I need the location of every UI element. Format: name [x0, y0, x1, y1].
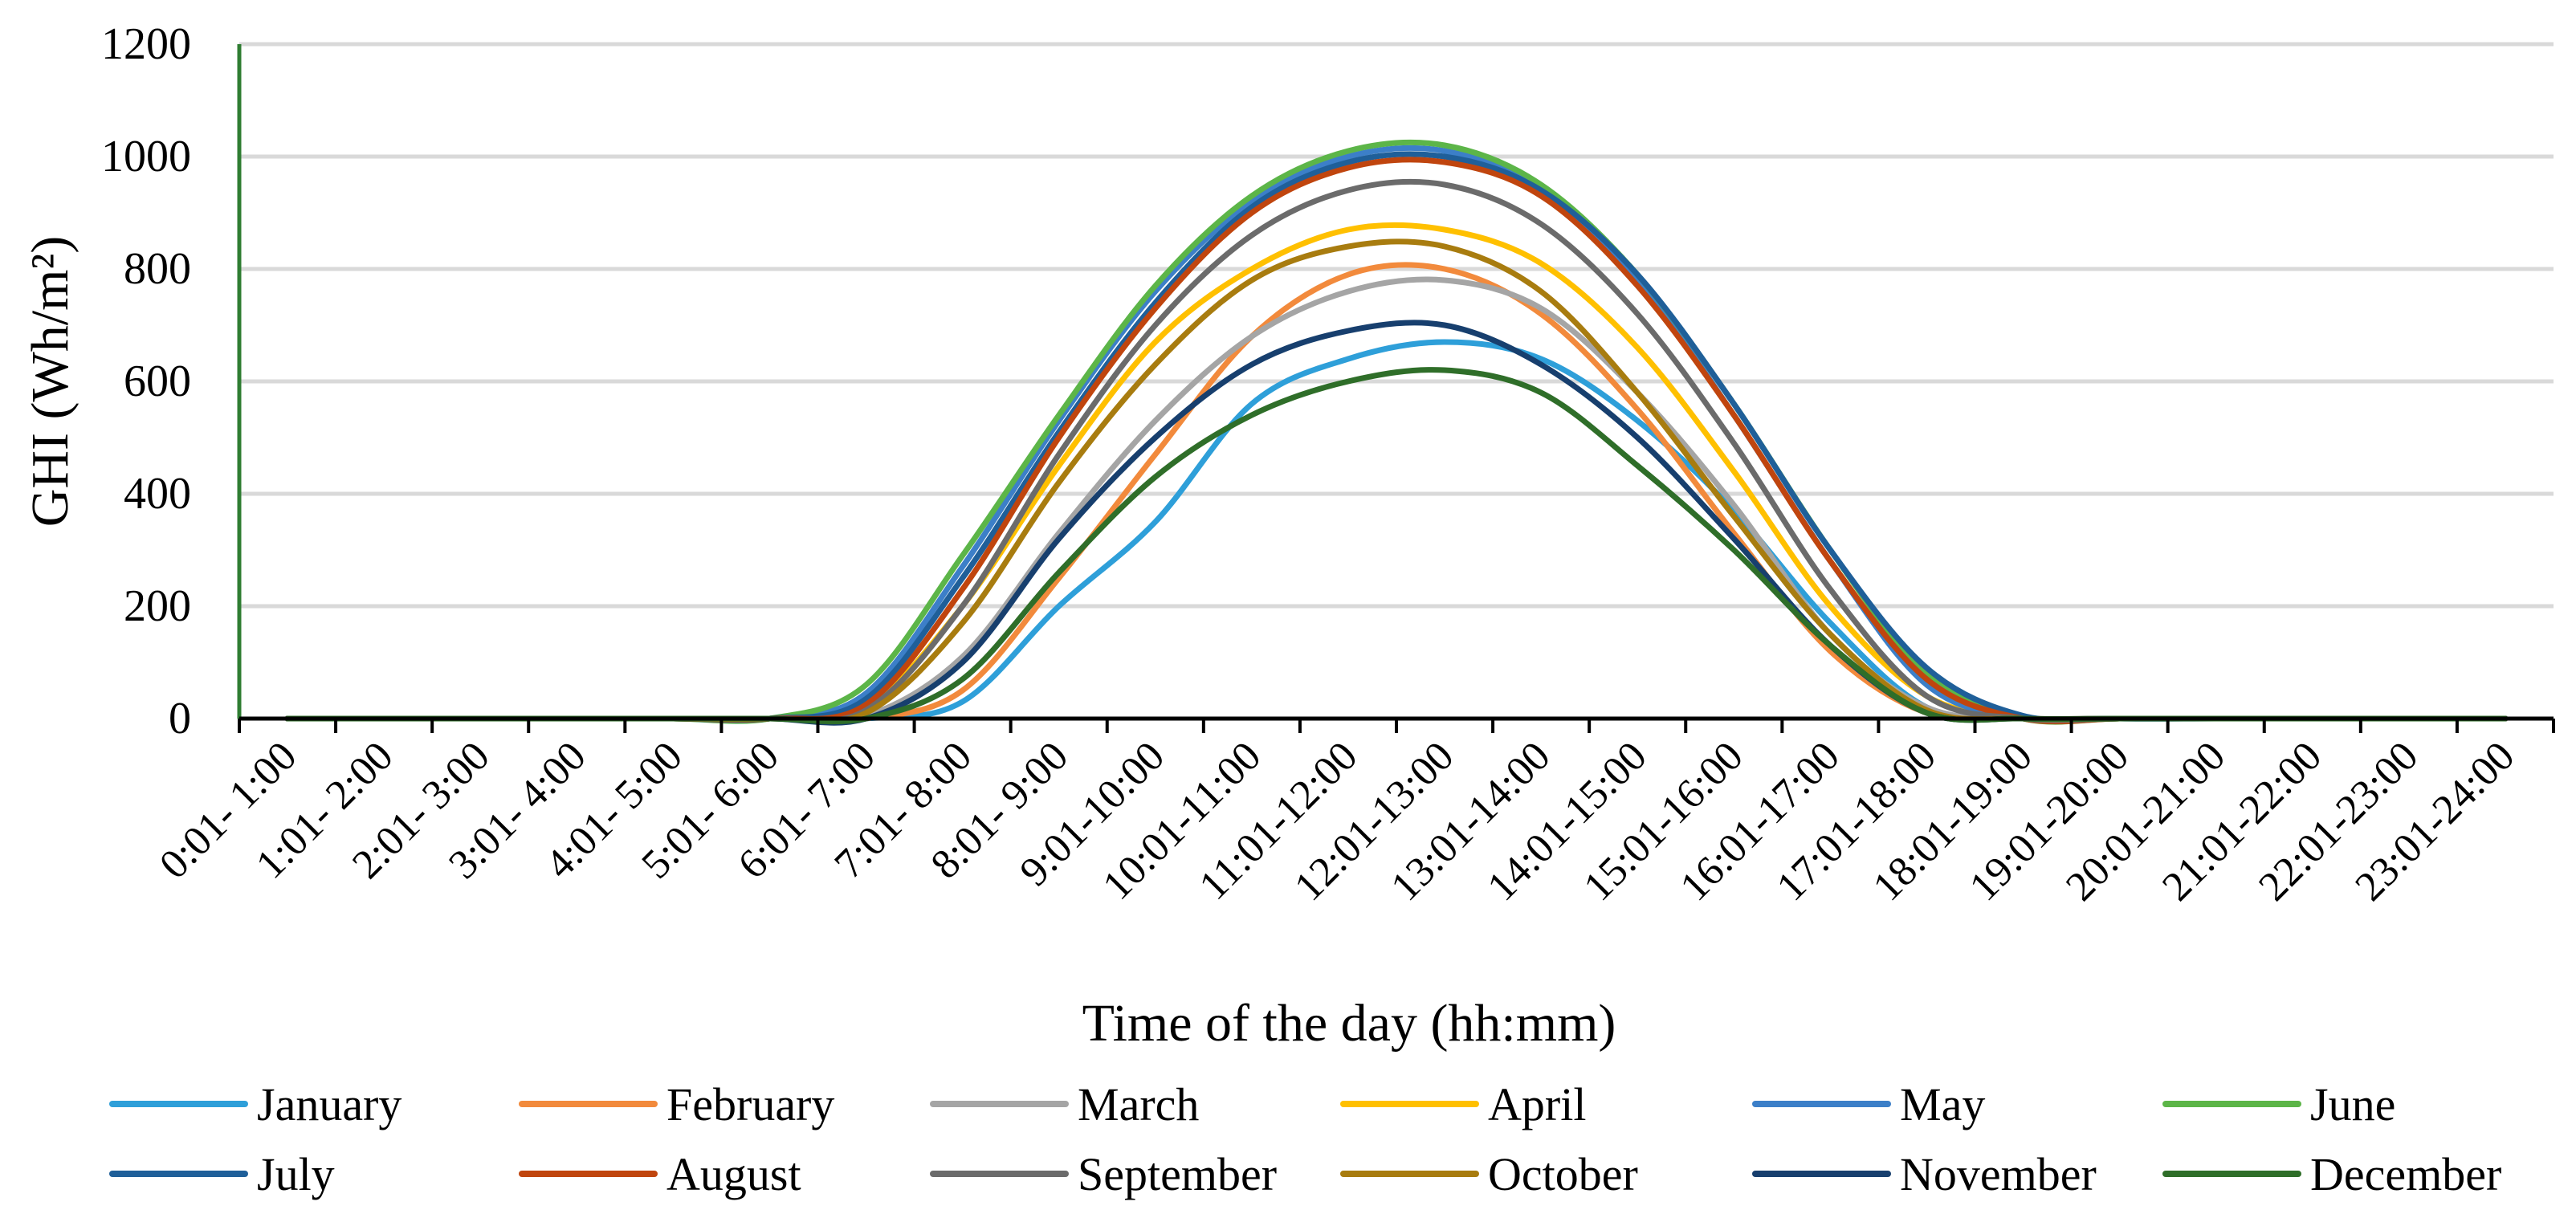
legend-label: September — [1078, 1148, 1277, 1200]
series-line-december — [284, 367, 2509, 725]
legend-item-august: August — [519, 1148, 801, 1200]
legend-item-may: May — [1752, 1078, 1985, 1130]
series-line-october — [284, 238, 2509, 725]
legend-item-september: September — [930, 1148, 1277, 1200]
series-line-january — [284, 339, 2509, 723]
y-tick-label: 1000 — [101, 132, 191, 181]
legend-item-april: April — [1340, 1078, 1586, 1130]
legend-item-january: January — [109, 1078, 401, 1130]
legend-label: August — [666, 1148, 801, 1200]
y-tick-label: 200 — [124, 581, 191, 631]
series-line-april — [284, 222, 2509, 723]
y-axis-title: GHI (Wh/m²) — [21, 236, 79, 527]
series-line-may — [284, 145, 2509, 724]
legend-item-november: November — [1752, 1148, 2097, 1200]
legend-label: November — [1900, 1148, 2097, 1200]
y-tick-label: 800 — [124, 244, 191, 294]
series-lines — [284, 139, 2509, 726]
y-tick-label: 0 — [169, 694, 191, 743]
legend-label: February — [666, 1078, 834, 1130]
y-tick-label: 1200 — [101, 19, 191, 69]
legend-item-february: February — [519, 1078, 834, 1130]
x-tick-labels: 0:01- 1:001:01- 2:002:01- 3:003:01- 4:00… — [151, 733, 2523, 910]
legend: January February March April May June July Augu… — [109, 1078, 2501, 1200]
y-tick-label: 400 — [124, 469, 191, 519]
legend-label: October — [1488, 1148, 1638, 1200]
legend-item-june: June — [2162, 1078, 2395, 1130]
y-tick-label: 600 — [124, 356, 191, 406]
y-tick-labels: 0 200 400 600 800 1000 1200 — [101, 19, 191, 743]
x-axis-title: Time of the day (hh:mm) — [1082, 994, 1616, 1053]
legend-label: June — [2310, 1078, 2395, 1130]
legend-item-december: December — [2162, 1148, 2501, 1200]
legend-item-october: October — [1340, 1148, 1638, 1200]
legend-item-march: March — [930, 1078, 1199, 1130]
legend-label: July — [257, 1148, 335, 1200]
legend-label: March — [1078, 1078, 1199, 1130]
series-line-june — [284, 139, 2509, 725]
legend-label: May — [1900, 1078, 1985, 1130]
legend-label: January — [257, 1078, 401, 1130]
axes — [237, 44, 2555, 733]
legend-label: April — [1488, 1078, 1586, 1130]
legend-label: December — [2310, 1148, 2501, 1200]
legend-item-july: July — [109, 1148, 335, 1200]
